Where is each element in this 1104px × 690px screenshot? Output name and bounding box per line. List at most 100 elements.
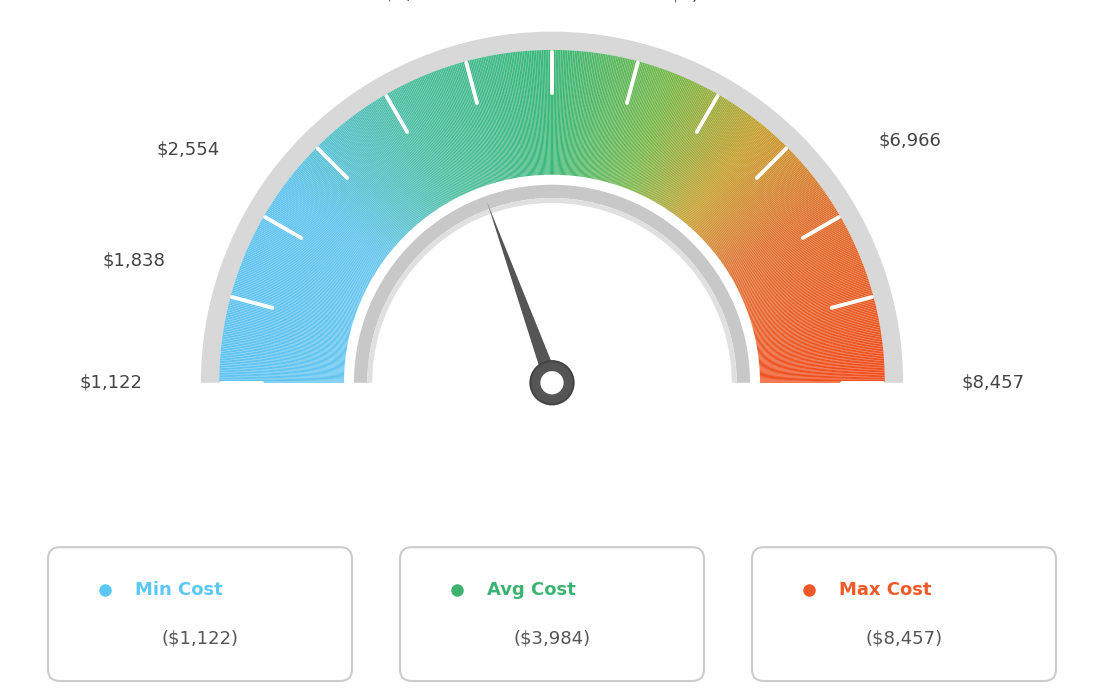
Wedge shape [488,56,513,180]
Wedge shape [415,79,468,195]
Wedge shape [726,206,835,274]
Wedge shape [728,208,836,275]
Wedge shape [710,169,808,251]
Wedge shape [631,75,681,193]
Wedge shape [731,217,841,281]
Wedge shape [255,232,368,290]
Wedge shape [390,91,453,202]
Wedge shape [753,304,875,335]
Wedge shape [555,50,559,177]
Wedge shape [335,130,418,226]
Wedge shape [743,259,861,307]
Wedge shape [522,51,534,177]
Wedge shape [751,292,872,327]
Wedge shape [509,52,527,178]
Wedge shape [636,79,689,195]
Wedge shape [336,128,418,226]
Wedge shape [337,128,420,225]
Wedge shape [701,152,794,241]
Wedge shape [220,355,347,366]
Wedge shape [648,88,709,201]
FancyBboxPatch shape [47,547,352,681]
Wedge shape [667,106,739,212]
Wedge shape [503,53,523,179]
Wedge shape [758,376,884,380]
Wedge shape [220,364,346,372]
Wedge shape [754,315,879,342]
Wedge shape [719,187,822,262]
Wedge shape [349,117,427,219]
Wedge shape [756,337,882,356]
Wedge shape [692,138,778,232]
Wedge shape [368,198,736,383]
Wedge shape [723,196,828,268]
Wedge shape [747,273,867,316]
Wedge shape [240,267,359,312]
Wedge shape [705,160,800,246]
Wedge shape [495,55,518,179]
Wedge shape [680,122,760,221]
Wedge shape [714,177,815,256]
Wedge shape [757,343,882,359]
Wedge shape [275,197,381,268]
Wedge shape [707,163,803,247]
Wedge shape [730,213,839,279]
Wedge shape [290,176,391,255]
Wedge shape [750,288,872,325]
Wedge shape [697,146,787,237]
Wedge shape [332,132,416,228]
Wedge shape [385,94,449,204]
Wedge shape [650,90,712,202]
Wedge shape [754,313,878,341]
Wedge shape [521,51,533,177]
Wedge shape [626,72,673,190]
Wedge shape [221,346,347,361]
Wedge shape [740,246,856,299]
Wedge shape [251,241,365,296]
Wedge shape [220,369,346,375]
Wedge shape [220,376,346,380]
Wedge shape [405,83,463,197]
Wedge shape [221,344,347,360]
Wedge shape [226,310,351,339]
Wedge shape [599,59,629,182]
Wedge shape [673,113,749,217]
Wedge shape [231,293,353,328]
Wedge shape [232,290,354,326]
Wedge shape [450,65,490,186]
Wedge shape [581,53,601,179]
Wedge shape [655,94,719,204]
Wedge shape [253,236,367,293]
Wedge shape [341,124,422,223]
Wedge shape [622,70,667,189]
Wedge shape [397,87,457,200]
Wedge shape [698,148,788,237]
Wedge shape [296,169,394,251]
Wedge shape [638,80,692,195]
Wedge shape [248,244,364,298]
Wedge shape [339,126,421,224]
Wedge shape [733,222,845,284]
Wedge shape [549,50,551,177]
Wedge shape [672,112,747,216]
Text: ($1,122): ($1,122) [161,629,238,647]
Wedge shape [752,297,874,331]
Wedge shape [534,50,542,177]
Wedge shape [754,312,878,340]
Wedge shape [725,203,834,272]
Wedge shape [654,92,716,204]
Wedge shape [531,50,540,177]
Wedge shape [240,265,359,310]
Wedge shape [436,70,481,189]
Wedge shape [220,377,346,381]
Wedge shape [237,273,357,316]
Wedge shape [665,104,735,210]
Wedge shape [643,84,700,198]
Wedge shape [747,277,868,318]
Wedge shape [396,88,456,200]
Wedge shape [670,110,745,215]
Wedge shape [744,262,862,309]
Wedge shape [559,50,564,177]
Wedge shape [325,139,412,233]
Wedge shape [315,148,405,238]
